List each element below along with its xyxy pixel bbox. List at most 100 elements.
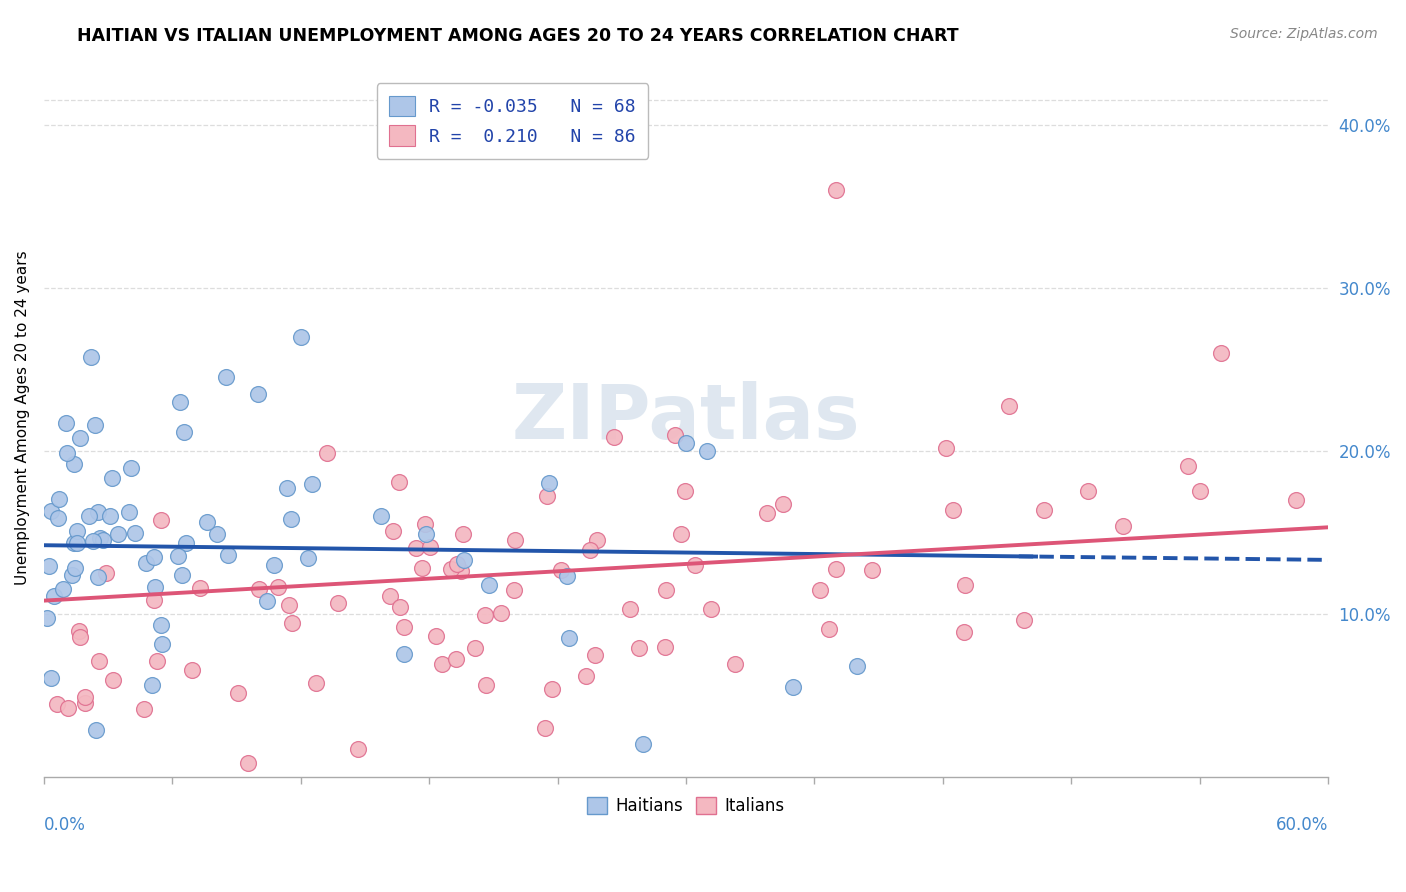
Point	[818, 623, 841, 637]
Point	[146, 654, 169, 668]
Point	[39, 503, 62, 517]
Point	[378, 589, 401, 603]
Point	[1033, 503, 1056, 517]
Point	[683, 558, 706, 572]
Point	[87, 654, 110, 668]
Text: 0.0%: 0.0%	[44, 816, 86, 834]
Text: 60.0%: 60.0%	[1275, 816, 1329, 834]
Point	[38, 558, 60, 573]
Point	[170, 568, 193, 582]
Point	[69, 630, 91, 644]
Point	[450, 564, 472, 578]
Point	[35, 611, 58, 625]
Point	[180, 663, 202, 677]
Point	[415, 527, 437, 541]
Point	[1012, 614, 1035, 628]
Text: HAITIAN VS ITALIAN UNEMPLOYMENT AMONG AGES 20 TO 24 YEARS CORRELATION CHART: HAITIAN VS ITALIAN UNEMPLOYMENT AMONG AG…	[77, 27, 959, 45]
Point	[388, 475, 411, 489]
Point	[69, 431, 91, 445]
Point	[654, 640, 676, 655]
Point	[1177, 459, 1199, 474]
Point	[808, 582, 831, 597]
Point	[394, 620, 416, 634]
Point	[215, 370, 238, 384]
Point	[246, 386, 269, 401]
Point	[575, 669, 598, 683]
Point	[173, 425, 195, 439]
Point	[52, 582, 75, 596]
Point	[755, 506, 778, 520]
Point	[464, 640, 486, 655]
Point	[673, 484, 696, 499]
Point	[195, 515, 218, 529]
Point	[82, 533, 104, 548]
Point	[555, 568, 578, 582]
Point	[478, 578, 501, 592]
Point	[316, 446, 339, 460]
Point	[55, 446, 77, 460]
Point	[935, 442, 957, 456]
Point	[413, 516, 436, 531]
Point	[586, 533, 609, 548]
Point	[655, 583, 678, 598]
Point	[169, 395, 191, 409]
Point	[664, 428, 686, 442]
Point	[444, 651, 467, 665]
Point	[536, 489, 558, 503]
Point	[55, 416, 77, 430]
Point	[955, 578, 977, 592]
Point	[94, 566, 117, 580]
Point	[550, 563, 572, 577]
Point	[46, 697, 69, 711]
Point	[73, 696, 96, 710]
Point	[579, 542, 602, 557]
Point	[150, 513, 173, 527]
Point	[297, 550, 319, 565]
Point	[150, 618, 173, 632]
Point	[388, 599, 411, 614]
Y-axis label: Unemployment Among Ages 20 to 24 years: Unemployment Among Ages 20 to 24 years	[15, 251, 30, 585]
Text: Source: ZipAtlas.com: Source: ZipAtlas.com	[1230, 27, 1378, 41]
Point	[675, 435, 697, 450]
Point	[87, 570, 110, 584]
Point	[107, 527, 129, 541]
Point	[305, 676, 328, 690]
Point	[73, 690, 96, 704]
Point	[103, 673, 125, 687]
Point	[942, 502, 965, 516]
Point	[419, 540, 441, 554]
Point	[84, 723, 107, 738]
Point	[603, 430, 626, 444]
Point	[152, 637, 174, 651]
Point	[256, 594, 278, 608]
Point	[440, 562, 463, 576]
Point	[278, 598, 301, 612]
Point	[63, 457, 86, 471]
Point	[60, 568, 83, 582]
Point	[89, 531, 111, 545]
Point	[142, 549, 165, 564]
Point	[724, 657, 747, 671]
Point	[1188, 484, 1211, 499]
Point	[63, 535, 86, 549]
Point	[39, 671, 62, 685]
Point	[188, 582, 211, 596]
Point	[65, 536, 87, 550]
Point	[782, 680, 804, 694]
Point	[860, 563, 883, 577]
Point	[474, 607, 496, 622]
Point	[247, 582, 270, 596]
Point	[505, 533, 527, 547]
Point	[430, 657, 453, 672]
Point	[87, 505, 110, 519]
Point	[280, 512, 302, 526]
Point	[585, 648, 607, 663]
Point	[411, 560, 433, 574]
Point	[42, 589, 65, 603]
Point	[67, 624, 90, 639]
Point	[537, 475, 560, 490]
Point	[382, 524, 405, 539]
Point	[1112, 518, 1135, 533]
Point	[84, 418, 107, 433]
Point	[346, 741, 368, 756]
